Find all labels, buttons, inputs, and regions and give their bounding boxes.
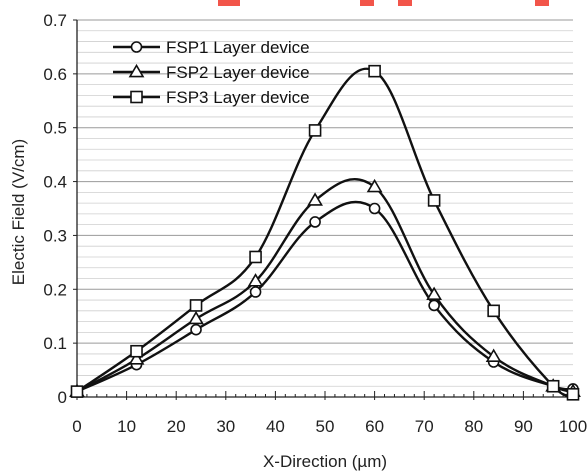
legend-label: FSP2 Layer device bbox=[166, 63, 310, 82]
x-tick-label: 40 bbox=[266, 417, 285, 436]
y-tick-label: 0.1 bbox=[43, 334, 67, 353]
circle-marker bbox=[309, 216, 321, 228]
x-tick-label: 30 bbox=[216, 417, 235, 436]
y-tick-label: 0.2 bbox=[43, 280, 67, 299]
tick-labels: 0 10 20 30 40 50 60 70 80 90 100 0 0.1 0.2 0.3 0.4 0.5 0.… bbox=[43, 11, 587, 436]
x-tick-label: 90 bbox=[514, 417, 533, 436]
x-tick-label: 100 bbox=[559, 417, 587, 436]
square-marker bbox=[130, 90, 143, 104]
x-tick-label: 10 bbox=[117, 417, 136, 436]
triangle-marker bbox=[307, 192, 323, 206]
y-tick-label: 0.7 bbox=[43, 11, 67, 30]
square-marker bbox=[487, 304, 500, 318]
legend: FSP1 Layer device FSP2 Layer device FSP3 L… bbox=[113, 38, 310, 107]
y-tick-label: 0.5 bbox=[43, 119, 67, 138]
triangle-marker bbox=[485, 348, 502, 362]
square-marker bbox=[189, 299, 203, 312]
legend-entry-3: FSP3 Layer device bbox=[113, 88, 310, 107]
top-cropped-marks bbox=[218, 0, 549, 6]
x-tick-label: 20 bbox=[167, 417, 186, 436]
x-tick-label: 70 bbox=[415, 417, 434, 436]
x-tick-label: 80 bbox=[464, 417, 483, 436]
square-marker bbox=[566, 388, 580, 401]
series-1 bbox=[71, 200, 579, 398]
square-marker bbox=[249, 250, 262, 264]
triangle-marker bbox=[247, 273, 264, 287]
square-marker bbox=[427, 194, 441, 207]
x-axis-title: X-Direction (µm) bbox=[263, 452, 387, 471]
y-tick-label: 0.6 bbox=[43, 65, 67, 84]
axes bbox=[73, 19, 574, 400]
triangle-marker bbox=[128, 351, 145, 365]
series-line bbox=[76, 200, 574, 393]
series-2 bbox=[69, 177, 581, 397]
legend-entry-2: FSP2 Layer device bbox=[113, 63, 310, 82]
series-line bbox=[76, 177, 574, 393]
square-marker bbox=[130, 344, 143, 358]
y-axis-title: Electic Field (V/cm) bbox=[9, 139, 28, 285]
legend-label: FSP3 Layer device bbox=[166, 88, 310, 107]
circle-marker bbox=[368, 202, 381, 215]
x-tick-label: 0 bbox=[72, 417, 81, 436]
circle-marker bbox=[130, 41, 143, 53]
triangle-marker bbox=[128, 63, 145, 78]
circle-marker bbox=[190, 323, 202, 336]
square-marker bbox=[546, 379, 560, 393]
triangle-marker bbox=[188, 310, 204, 325]
legend-entry-1: FSP1 Layer device bbox=[113, 38, 310, 57]
x-tick-label: 50 bbox=[316, 417, 335, 436]
square-marker bbox=[70, 385, 84, 398]
series-line bbox=[76, 67, 574, 397]
y-tick-label: 0.3 bbox=[43, 226, 67, 245]
y-tick-label: 0.4 bbox=[43, 173, 67, 192]
y-tick-label: 0 bbox=[58, 388, 67, 407]
series-3 bbox=[70, 64, 580, 401]
circle-marker bbox=[428, 299, 440, 312]
square-marker bbox=[308, 124, 322, 137]
legend-label: FSP1 Layer device bbox=[166, 38, 310, 57]
circle-marker bbox=[249, 286, 262, 298]
triangle-marker bbox=[426, 286, 443, 301]
triangle-marker bbox=[366, 178, 383, 193]
x-tick-label: 60 bbox=[365, 417, 384, 436]
square-marker bbox=[368, 64, 381, 78]
series-group bbox=[69, 64, 581, 401]
